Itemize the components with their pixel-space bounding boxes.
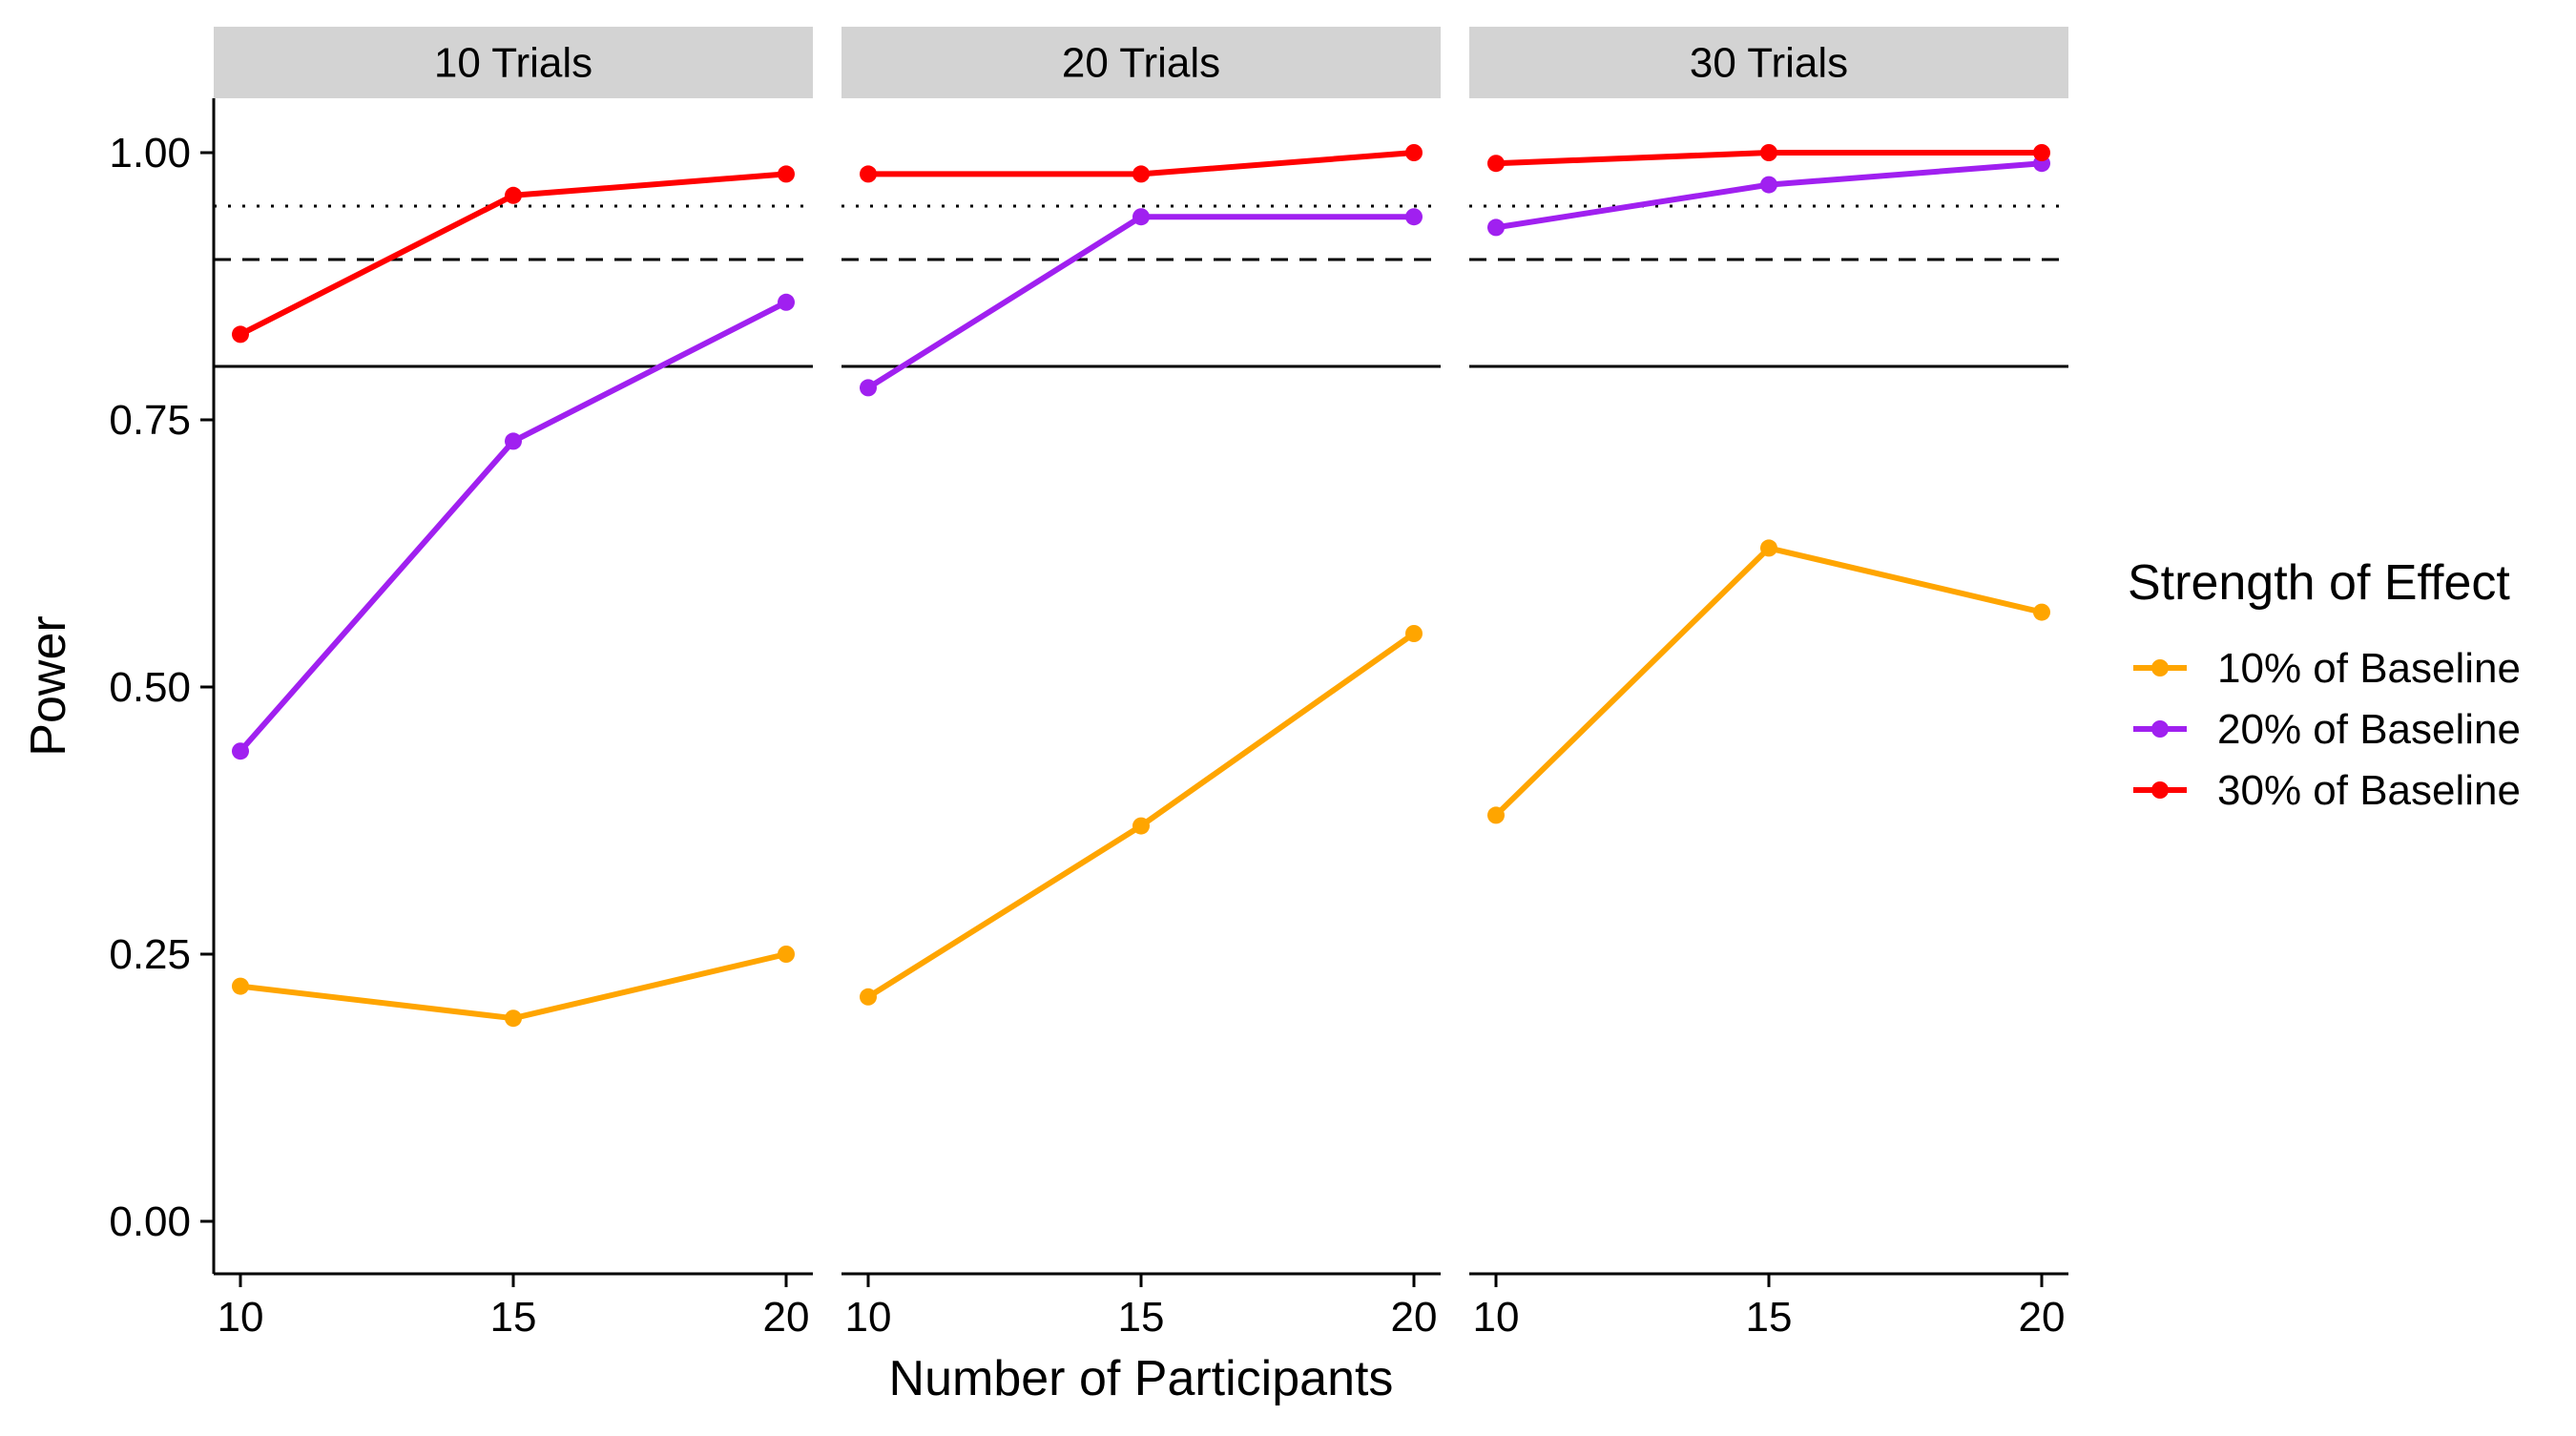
series-line [1495, 160, 2043, 231]
data-point [860, 165, 877, 183]
data-point [232, 977, 249, 995]
legend-label: 20% of Baseline [2217, 706, 2521, 753]
x-tick-label: 10 [1473, 1294, 1520, 1341]
data-point [1132, 208, 1150, 226]
data-point [232, 742, 249, 760]
data-point [1760, 144, 1777, 161]
series-line [1493, 545, 2043, 818]
y-tick-label: 1.00 [109, 130, 191, 177]
legend-label: 30% of Baseline [2217, 767, 2521, 814]
y-tick-label: 0.50 [109, 664, 191, 711]
data-point [505, 432, 522, 450]
data-point [1760, 539, 1777, 557]
series-line [866, 214, 1414, 390]
legend-label: 10% of Baseline [2217, 645, 2521, 692]
x-tick-label: 10 [218, 1294, 264, 1341]
legend-key-point [2151, 720, 2169, 738]
data-point [505, 186, 522, 204]
x-tick-label: 15 [490, 1294, 537, 1341]
facet-title: 20 Trials [1062, 40, 1220, 87]
data-point [1132, 817, 1150, 835]
legend-key-point [2151, 781, 2169, 799]
data-point [2033, 144, 2050, 161]
data-point [1132, 165, 1150, 183]
data-point [778, 165, 795, 183]
x-tick-label: 10 [845, 1294, 892, 1341]
data-point [860, 988, 877, 1006]
y-axis-title: Power [21, 615, 76, 756]
data-point [1405, 625, 1423, 642]
data-point [232, 325, 249, 343]
legend-key-point [2151, 659, 2169, 676]
facet-strip [1469, 27, 2068, 98]
series-line [238, 300, 788, 754]
data-point [1487, 155, 1505, 173]
facet-title: 10 Trials [434, 40, 592, 87]
facet-strip [841, 27, 1441, 98]
data-point [1760, 176, 1777, 194]
x-tick-label: 15 [1118, 1294, 1165, 1341]
data-point [778, 293, 795, 311]
data-point [1487, 219, 1505, 237]
x-tick-label: 20 [2019, 1294, 2066, 1341]
data-point [1405, 144, 1423, 161]
data-point [860, 379, 877, 397]
y-tick-label: 0.75 [109, 397, 191, 444]
y-tick-label: 0.25 [109, 931, 191, 978]
series-line [239, 951, 787, 1022]
data-point [505, 1009, 522, 1028]
data-point [2033, 603, 2050, 621]
x-tick-label: 15 [1746, 1294, 1793, 1341]
x-tick-label: 20 [763, 1294, 810, 1341]
x-tick-label: 20 [1391, 1294, 1438, 1341]
data-point [1405, 208, 1423, 226]
facet-strip [214, 27, 813, 98]
y-tick-label: 0.00 [109, 1198, 191, 1245]
facet-title: 30 Trials [1690, 40, 1848, 87]
x-axis-title: Number of Participants [889, 1351, 1394, 1406]
data-point [778, 946, 795, 963]
legend-title: Strength of Effect [2128, 555, 2510, 611]
series-line [866, 631, 1416, 1000]
data-point [1487, 806, 1505, 824]
